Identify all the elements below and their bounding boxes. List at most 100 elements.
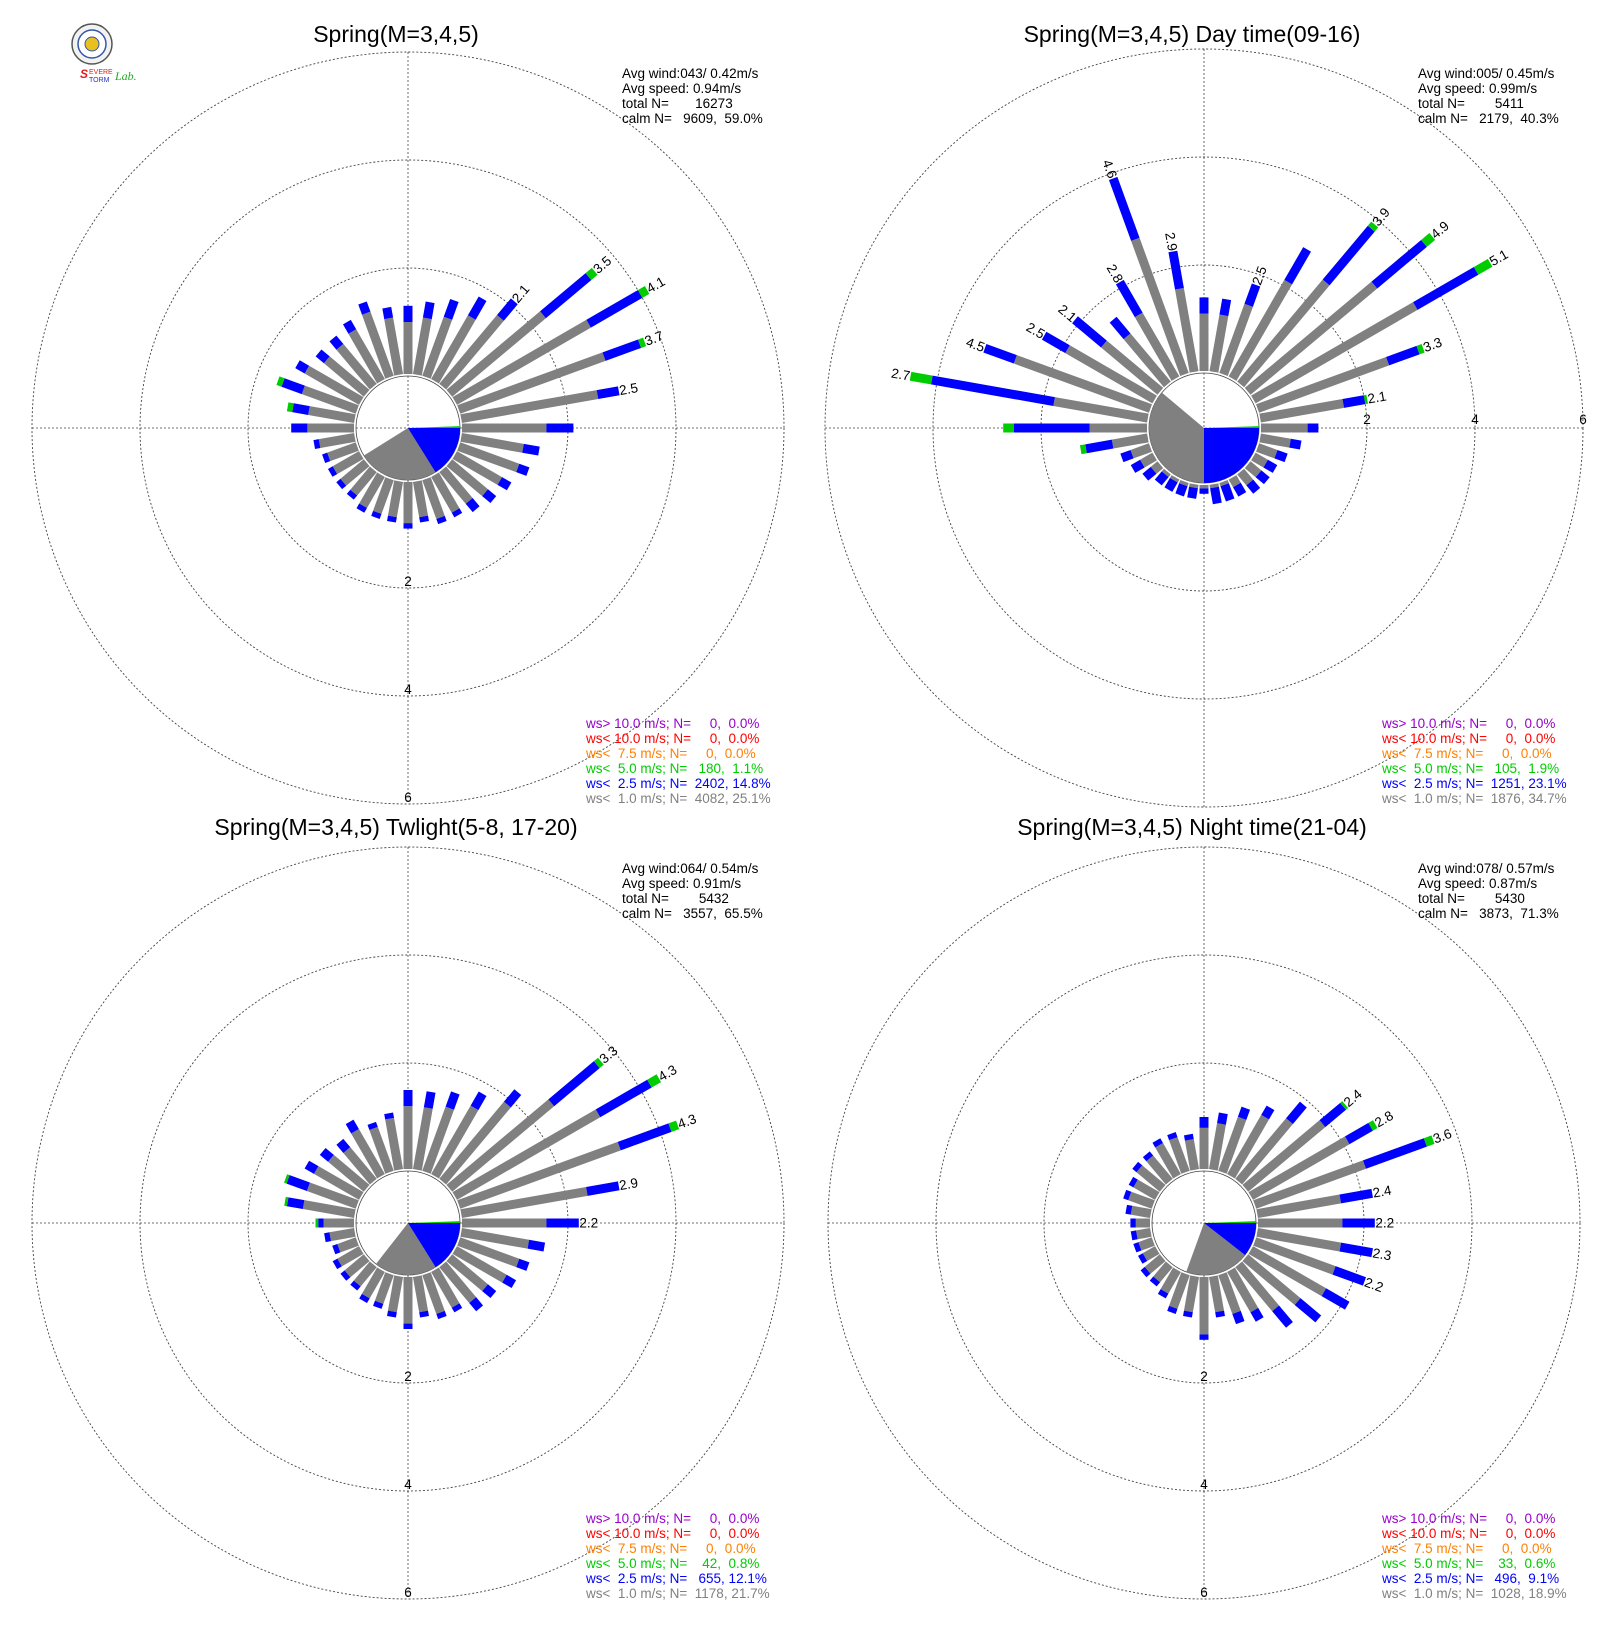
bar-190-blue [387,515,397,523]
bar-160-gray [1219,480,1229,487]
bar-280-gray [1130,1205,1152,1219]
bar-60-blue [595,1079,652,1118]
stats-line-2: Avg speed: 0.91m/s [622,876,741,891]
bar-280-blue [286,1197,305,1210]
bar-150-gray [1228,475,1241,488]
bar-70-blue [1386,345,1420,366]
bar-170-gray [412,1275,429,1313]
bar-230-blue [1140,1266,1151,1278]
bar-240-gray [1140,452,1157,468]
bar-20-gray [422,1106,455,1174]
bar-140-gray [1235,1261,1280,1312]
bar-140-blue [465,498,480,513]
bar-250-gray [337,1237,359,1253]
calm-blue-sector [408,428,460,473]
bar-label-80: 2.4 [1372,1183,1394,1201]
bar-210-gray [361,1267,385,1299]
bar-130-blue [482,489,497,504]
bar-60-gray [1251,302,1418,404]
bar-110-gray [457,442,520,473]
bar-50-green [585,267,598,281]
bar-330-gray [348,329,385,384]
bar-250-blue [1120,449,1134,463]
bar-210-gray [1169,475,1180,483]
bar-50-green [593,1057,604,1069]
bar-20-blue [1237,1106,1251,1120]
bar-80-gray [1256,1194,1342,1219]
bar-350-blue [1183,1133,1194,1141]
bar-310-gray [323,356,370,397]
bar-220-gray [353,1261,377,1287]
bar-320-gray [343,1147,377,1185]
stats-line-1: Avg wind:078/ 0.57m/s [1418,861,1555,876]
bar-60-gray [1248,1136,1350,1200]
legend-entry-2: ws< 10.0 m/s; N= 0, 0.0% [585,731,759,746]
bar-100-gray [1256,1227,1342,1252]
bar-40-gray [1235,1118,1293,1185]
bar-340-blue [1108,176,1140,241]
panel-title: Spring(M=3,4,5) Night time(21-04) [1017,814,1367,840]
bar-210-blue [1157,1289,1169,1299]
bar-210-blue [359,1293,370,1304]
bar-30-blue [470,1091,487,1111]
bar-80-blue [1339,1188,1373,1204]
bar-120-gray [452,451,503,485]
bar-170-gray [1209,483,1219,489]
bar-330-blue [343,319,357,334]
bar-320-blue [1142,1151,1154,1162]
bar-50-green [1421,233,1436,247]
bar-230-gray [340,459,370,486]
ring-label-4: 4 [404,1477,412,1492]
bar-310-gray [1136,1165,1166,1192]
bar-60-blue [1413,267,1479,310]
bar-200-blue [371,510,382,519]
bar-70-gray [457,1141,621,1209]
bar-10-gray [1209,314,1229,373]
bar-110-gray [1256,443,1278,459]
bar-60-green [1473,258,1493,275]
bar-200-blue [373,1300,384,1309]
stats-line-4: calm N= 2179, 40.3% [1418,111,1559,126]
bar-320-blue [1109,316,1131,340]
bar-250-gray [1138,1237,1155,1251]
bar-300-gray [1065,345,1157,404]
bar-40-green [1367,221,1379,232]
bar-230-blue [340,1270,351,1281]
bar-70-gray [457,352,606,414]
legend-entry-4: ws< 5.0 m/s; N= 33, 0.6% [1381,1556,1555,1571]
bar-label-340: 4.6 [1099,158,1120,181]
bar-80-gray [460,1187,588,1219]
bar-10-gray [412,317,432,376]
bar-190-gray [387,1275,404,1313]
stats-line-4: calm N= 9609, 59.0% [622,111,763,126]
bar-230-gray [1144,1254,1166,1274]
bar-60-blue [586,290,643,328]
bar-120-gray [1251,452,1268,468]
bar-300-blue [1128,1176,1138,1188]
bar-label-20: 2.5 [1249,264,1270,287]
bar-240-gray [337,1246,364,1267]
bar-200-gray [1169,1272,1190,1309]
legend-entry-6: ws< 1.0 m/s; N= 1028, 18.9% [1381,1586,1567,1601]
bar-50-blue [540,273,592,319]
legend-entry-4: ws< 5.0 m/s; N= 42, 0.8% [585,1556,759,1571]
legend-entry-5: ws< 2.5 m/s; N= 1251, 23.1% [1381,776,1567,791]
bar-330-blue [1115,279,1143,318]
bar-210-gray [1160,1267,1181,1294]
bar-10-blue [423,1091,436,1109]
bar-label-290: 4.5 [964,335,987,356]
bar-290-blue [1123,1189,1132,1201]
bar-240-gray [1142,1246,1160,1261]
bar-230-blue [336,478,347,490]
bar-210-blue [1164,478,1178,492]
bar-120-gray [452,1246,507,1283]
bar-340-gray [361,311,394,379]
bar-50-blue [548,1061,600,1107]
bar-280-green [909,371,933,385]
bar-230-blue [1142,466,1157,481]
bar-50-gray [446,1099,555,1192]
calm-gray-sector [375,1223,436,1276]
